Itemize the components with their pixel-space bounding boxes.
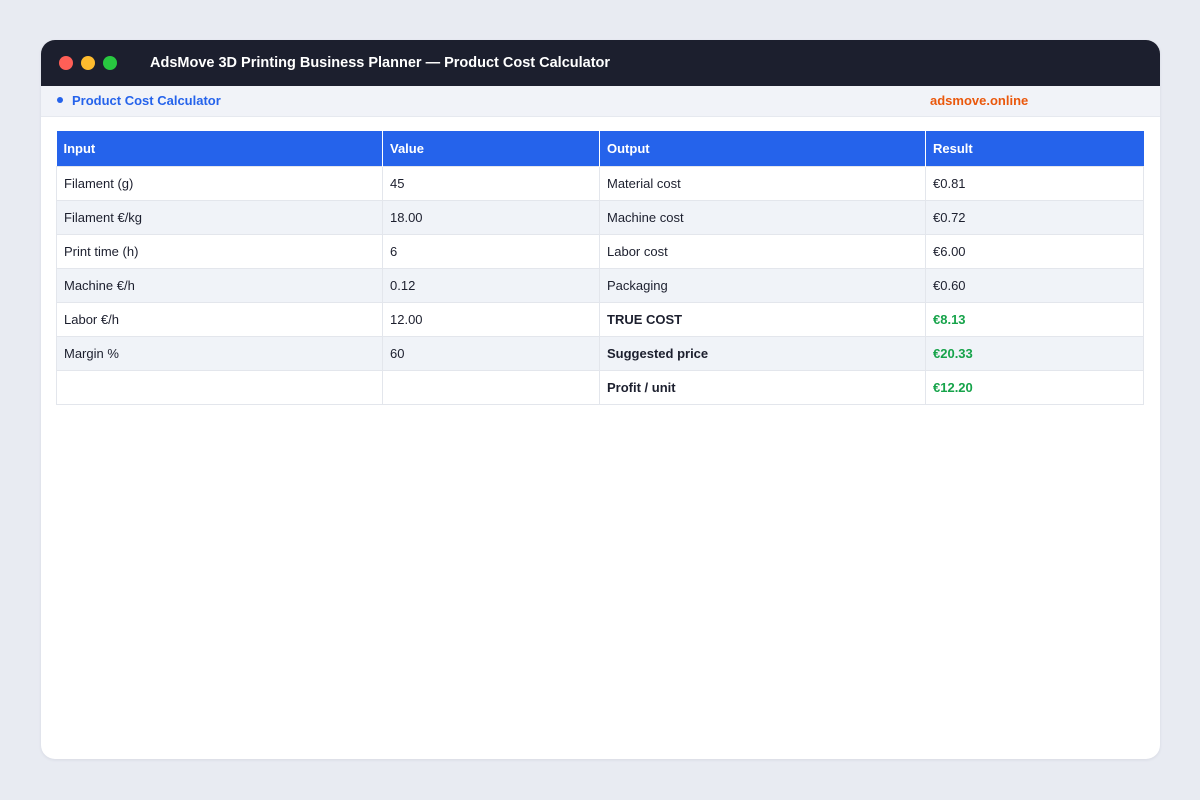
table-row: Filament €/kg 18.00 Machine cost €0.72 bbox=[56, 200, 1144, 235]
input-label: Print time (h) bbox=[56, 234, 383, 269]
output-label: Material cost bbox=[599, 166, 926, 201]
title-bar: AdsMove 3D Printing Business Planner — P… bbox=[41, 40, 1160, 86]
input-value-cell[interactable]: 12.00 bbox=[382, 302, 600, 337]
empty-value-cell bbox=[382, 370, 600, 405]
table-row: Labor €/h 12.00 TRUE COST €8.13 bbox=[56, 302, 1144, 337]
table-header-row: Input Value Output Result bbox=[56, 131, 1144, 167]
header-output: Output bbox=[599, 131, 926, 167]
output-label: Packaging bbox=[599, 268, 926, 303]
result-value: €0.60 bbox=[925, 268, 1144, 303]
table-row: Print time (h) 6 Labor cost €6.00 bbox=[56, 234, 1144, 269]
header-value: Value bbox=[382, 131, 600, 167]
table-row: Filament (g) 45 Material cost €0.81 bbox=[56, 166, 1144, 201]
result-true-cost: €8.13 bbox=[925, 302, 1144, 337]
input-label: Filament €/kg bbox=[56, 200, 383, 235]
minimize-window-button[interactable] bbox=[81, 56, 95, 70]
output-label-profit-per-unit: Profit / unit bbox=[599, 370, 926, 405]
result-value: €6.00 bbox=[925, 234, 1144, 269]
output-label-true-cost: TRUE COST bbox=[599, 302, 926, 337]
result-value: €0.81 bbox=[925, 166, 1144, 201]
result-suggested-price: €20.33 bbox=[925, 336, 1144, 371]
table-row: Machine €/h 0.12 Packaging €0.60 bbox=[56, 268, 1144, 303]
result-profit-per-unit: €12.20 bbox=[925, 370, 1144, 405]
input-value-cell[interactable]: 60 bbox=[382, 336, 600, 371]
brand-link[interactable]: adsmove.online bbox=[930, 93, 1029, 108]
tab-product-cost-calculator[interactable]: Product Cost Calculator bbox=[72, 93, 221, 108]
active-tab-bullet-icon bbox=[57, 97, 63, 103]
table-row: Profit / unit €12.20 bbox=[56, 370, 1144, 405]
output-label-suggested-price: Suggested price bbox=[599, 336, 926, 371]
header-result: Result bbox=[925, 131, 1144, 167]
header-input: Input bbox=[56, 131, 383, 167]
window-title: AdsMove 3D Printing Business Planner — P… bbox=[150, 55, 611, 71]
input-value-cell[interactable]: 0.12 bbox=[382, 268, 600, 303]
output-label: Labor cost bbox=[599, 234, 926, 269]
maximize-window-button[interactable] bbox=[103, 56, 117, 70]
tab-bar: Product Cost Calculator adsmove.online bbox=[41, 86, 1160, 117]
input-label: Machine €/h bbox=[56, 268, 383, 303]
result-value: €0.72 bbox=[925, 200, 1144, 235]
table-row: Margin % 60 Suggested price €20.33 bbox=[56, 336, 1144, 371]
input-value-cell[interactable]: 18.00 bbox=[382, 200, 600, 235]
app-window: AdsMove 3D Printing Business Planner — P… bbox=[41, 40, 1160, 759]
close-window-button[interactable] bbox=[59, 56, 73, 70]
input-value-cell[interactable]: 45 bbox=[382, 166, 600, 201]
input-label: Filament (g) bbox=[56, 166, 383, 201]
cost-calculator-table: Input Value Output Result Filament (g) 4… bbox=[56, 131, 1144, 405]
input-label: Labor €/h bbox=[56, 302, 383, 337]
input-label: Margin % bbox=[56, 336, 383, 371]
empty-input-cell bbox=[56, 370, 383, 405]
output-label: Machine cost bbox=[599, 200, 926, 235]
input-value-cell[interactable]: 6 bbox=[382, 234, 600, 269]
